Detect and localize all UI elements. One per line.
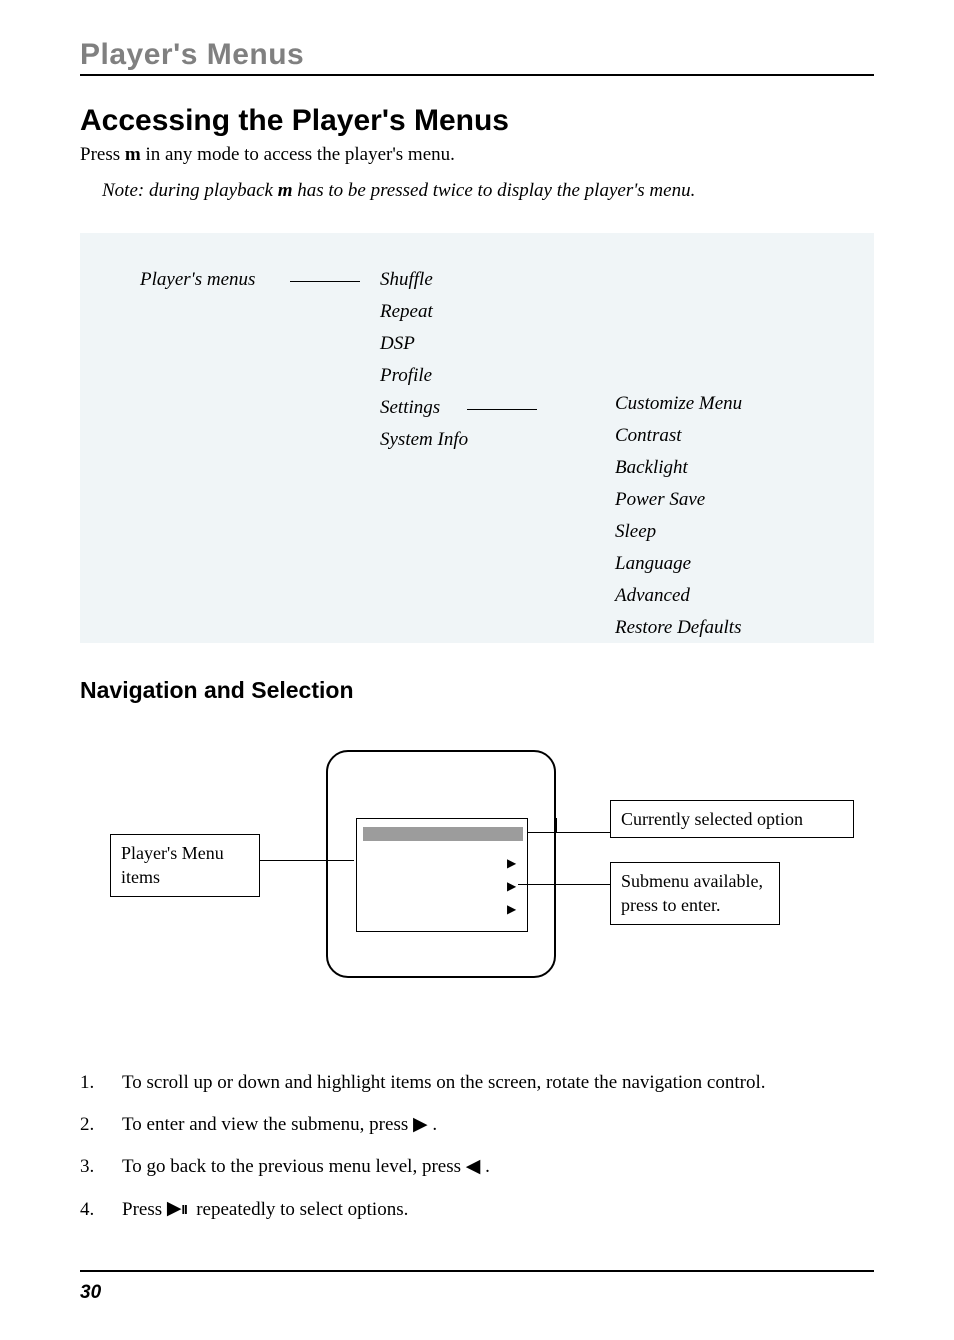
menu-item: System Info <box>380 429 468 451</box>
settings-sub-item: Backlight <box>615 457 688 479</box>
step-item: To go back to the previous menu level, p… <box>80 1154 874 1180</box>
note-text: Note: during playback m has to be presse… <box>102 177 874 206</box>
step-item: To enter and view the submenu, press ▶ . <box>80 1112 874 1138</box>
menu-tree-diagram: Player's menus Shuffle Repeat DSP Profil… <box>80 233 874 643</box>
settings-sub-item: Power Save <box>615 489 705 511</box>
steps-list: To scroll up or down and highlight items… <box>80 1070 874 1223</box>
settings-sub-item: Sleep <box>615 521 656 543</box>
menu-item: Profile <box>380 365 432 387</box>
menu-item: DSP <box>380 333 415 355</box>
play-pause-icon: ▶II <box>167 1196 187 1222</box>
right-arrow-icon: ▶ <box>413 1112 428 1138</box>
intro-text: Press m in any mode to access the player… <box>80 142 874 169</box>
heading-navigation: Navigation and Selection <box>80 677 874 704</box>
settings-sub-item: Customize Menu <box>615 393 742 415</box>
submenu-arrow-icon: ▶ <box>507 880 516 892</box>
navigation-diagram: ▶ ▶ ▶ Player's Menu items Currently sele… <box>80 750 874 1030</box>
menu-item: Shuffle <box>380 269 433 291</box>
selected-bar <box>363 827 523 841</box>
root-label: Player's menus <box>140 269 255 291</box>
page-number: 30 <box>80 1282 101 1304</box>
settings-sub-item: Language <box>615 553 691 575</box>
submenu-arrow-icon: ▶ <box>507 857 516 869</box>
section-header: Player's Menus <box>80 38 874 76</box>
heading-accessing: Accessing the Player's Menus <box>80 104 874 138</box>
settings-sub-item: Contrast <box>615 425 682 447</box>
menu-item: Repeat <box>380 301 433 323</box>
settings-sub-item: Advanced <box>615 585 690 607</box>
settings-sub-item: Restore Defaults <box>615 617 741 639</box>
left-arrow-icon: ◀ <box>466 1154 481 1180</box>
menu-item: Settings <box>380 397 440 419</box>
label-submenu-available: Submenu available, press to enter. <box>610 862 780 925</box>
label-player-menu-items: Player's Menu items <box>110 834 260 897</box>
submenu-arrow-icon: ▶ <box>507 903 516 915</box>
label-selected-option: Currently selected option <box>610 800 854 838</box>
footer-rule <box>80 1270 874 1272</box>
step-item: Press ▶II repeatedly to select options. <box>80 1197 874 1223</box>
step-item: To scroll up or down and highlight items… <box>80 1070 874 1096</box>
